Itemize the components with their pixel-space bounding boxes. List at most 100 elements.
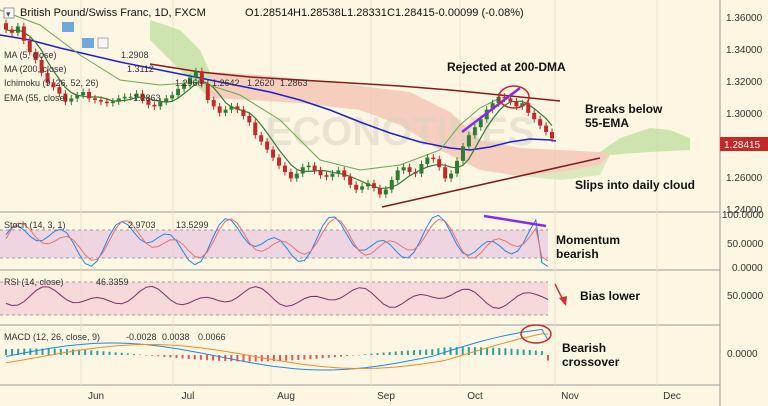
macd-histogram [5,347,549,362]
macd-hist-bar [114,352,117,355]
candle-body [211,100,216,107]
macd-hist-bar [285,355,288,361]
macd-hist-bar [449,347,452,355]
macd-value-1: -0.0028 [126,332,157,342]
legend-ichimoku-v2: 1.2642 [212,78,240,88]
macd-hist-bar [370,353,373,355]
candle-body [324,175,329,177]
x-axis: Jun Jul Aug Sep Oct Nov Dec [88,391,681,402]
macd-hist-bar [291,355,294,361]
macd-hist-bar [504,348,507,355]
stoch-divergence-line [483,214,547,228]
candle-body [27,40,32,52]
settings-icon[interactable] [82,38,94,48]
collapse-icon[interactable] [3,7,15,19]
candle-body [371,183,376,188]
candle-body [176,88,181,96]
price-tick: 1.36000 [726,13,763,24]
candle-body [419,164,424,174]
close-icon[interactable] [97,37,109,49]
candle-body [318,170,323,176]
macd-hist-bar [516,349,519,355]
ema-55-line [0,34,557,151]
macd-hist-bar [242,355,245,362]
candles [4,19,554,198]
macd-hist-bar [212,355,215,361]
macd-tick-0: 0.0000 [727,349,758,360]
candle-body [271,149,276,158]
header-change: -0.00099 (-0.08%) [435,7,524,19]
stoch-value-2: 13.5299 [176,220,209,230]
header-close: C1.28415 [387,7,435,19]
macd-hist-bar [327,355,330,358]
macd-hist-bar [157,355,160,357]
x-tick: Dec [663,391,681,402]
candle-body [472,127,477,136]
macd-hist-bar [138,354,141,356]
macd-hist-bar [120,352,123,355]
price-tick: 1.34000 [726,45,763,56]
macd-hist-bar [59,348,62,355]
macd-hist-bar [339,355,342,357]
candle-body [550,132,554,139]
candle-body [277,157,281,166]
macd-hist-bar [23,348,26,355]
candle-body [69,98,74,102]
macd-hist-bar [181,355,184,359]
annotation-momentum-1: Momentum [556,233,620,247]
candle-body [348,176,353,185]
legend-ema-value: 1.2863 [133,93,161,103]
macd-value-2: 0.0038 [162,332,190,342]
macd-hist-bar [425,349,428,355]
macd-label: MACD (12, 26, close, 9) [4,332,100,342]
legend-ichimoku: Ichimoku (9, 26, 52, 26) [4,78,99,88]
annotation-macd-2: crossover [562,355,620,369]
macd-hist-bar [388,352,391,355]
macd-hist-bar [47,348,50,355]
candle-body [306,165,311,168]
macd-hist-bar [108,351,111,355]
uptrend-line [461,87,521,133]
macd-hist-bar [364,354,367,355]
annotation-rejected: Rejected at 200-DMA [447,60,566,74]
macd-hist-bar [169,355,172,358]
annotation-slips: Slips into daily cloud [575,178,695,192]
candle-body [51,82,56,88]
candle-body [342,170,347,177]
eye-icon[interactable] [62,22,74,32]
candle-body [478,119,483,128]
candle-body [217,106,222,113]
macd-hist-bar [492,347,495,355]
macd-hist-bar [297,355,300,360]
legend-ema: EMA (55, close) [4,93,68,103]
candle-body [354,184,359,190]
price-tick: 1.26000 [726,173,763,184]
macd-hist-bar [528,349,531,355]
candle-body [223,109,228,113]
legend-ma5-value: 1.2908 [121,50,149,60]
candle-body [134,93,139,97]
candle-body [288,172,293,179]
ma-5-line [5,28,553,189]
candle-body [336,170,341,174]
macd-hist-bar [413,350,416,355]
macd-hist-bar [254,355,257,362]
chevron-down-icon[interactable]: ▾ [6,10,11,20]
candle-body [81,92,86,96]
macd-hist-bar [193,355,196,360]
candle-body [532,112,537,120]
candle-body [9,29,14,33]
ma-200-line [149,63,561,102]
macd-hist-bar [498,347,501,355]
candle-body [116,98,121,102]
macd-hist-bar [303,355,306,360]
candle-body [437,159,442,168]
macd-hist-bar [279,355,282,361]
candle-body [538,119,543,126]
macd-hist-bar [358,354,361,356]
candle-body [366,183,371,187]
macd-hist-bar [486,347,489,355]
candle-body [45,72,50,83]
macd-hist-bar [272,355,275,362]
